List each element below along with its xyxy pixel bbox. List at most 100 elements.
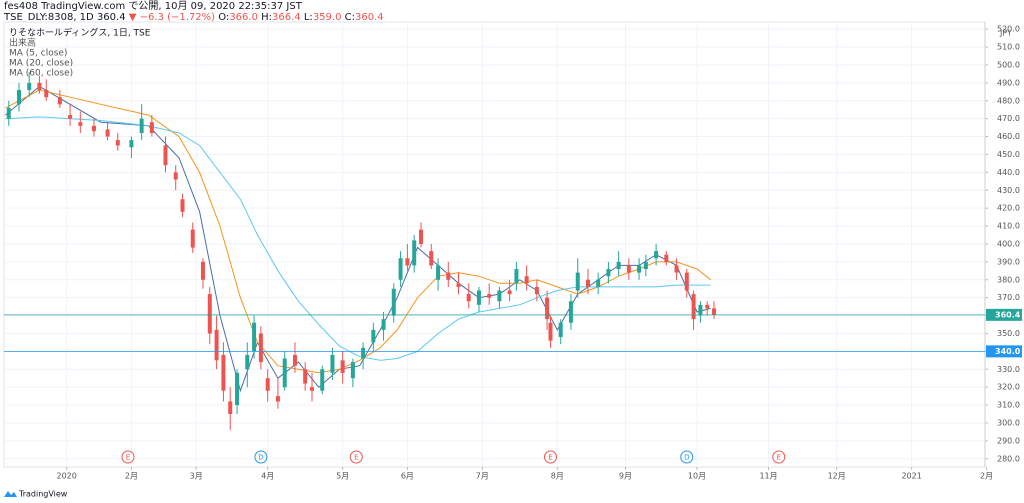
candle-body: [419, 229, 424, 244]
y-tick-label: 310.0: [997, 401, 1020, 410]
candle-body: [180, 199, 185, 212]
candle-body: [6, 107, 11, 119]
y-tick-label: 320.0: [997, 383, 1020, 392]
y-tick-label: 280.0: [997, 454, 1020, 463]
y-tick-label: 410.0: [997, 222, 1020, 231]
x-tick-label: 4月: [261, 472, 274, 481]
logo: [4, 491, 17, 497]
l-key: L:: [303, 12, 313, 23]
candle-body: [207, 294, 212, 334]
candle-body: [487, 294, 492, 298]
legend-entry: 出来高: [9, 37, 36, 49]
event-marker: [772, 450, 786, 464]
y-tick-label: 330.0: [997, 365, 1020, 374]
candle-body: [436, 265, 441, 280]
candle-body: [37, 82, 42, 91]
legend-entry: MA (60, close): [9, 69, 73, 79]
candle-body: [429, 251, 434, 266]
price-tag: [986, 345, 1022, 358]
candle-body: [606, 269, 611, 277]
y-tick-label: 480.0: [997, 96, 1020, 105]
x-tick-label: 9月: [619, 472, 632, 481]
x-tick-label: 10月: [688, 472, 706, 481]
x-tick-label: 11月: [759, 472, 777, 481]
candle-body: [534, 286, 539, 295]
event-marker: [121, 450, 135, 464]
candle-body: [691, 294, 696, 320]
candle-body: [275, 396, 280, 402]
candle-body: [350, 362, 355, 379]
candle-body: [57, 97, 62, 105]
header: fes408 TradingView.com で公開, 10月 09, 2020…: [4, 1, 384, 23]
c-key: C:: [344, 12, 355, 23]
candle-body: [292, 354, 297, 366]
y-tick-label: 350.0: [997, 329, 1020, 338]
legend-entry: MA (5, close): [9, 49, 67, 59]
ma-line: [5, 89, 711, 374]
candle-body: [258, 333, 263, 363]
o-key: O:: [218, 12, 230, 23]
event-marker: [680, 450, 694, 464]
candle-body: [27, 82, 32, 91]
y-tick-label: 490.0: [997, 78, 1020, 87]
x-tick-label: 2020: [57, 472, 77, 481]
candle-body: [340, 360, 345, 373]
y-tick-label: 420.0: [997, 204, 1020, 213]
candle-body: [476, 290, 481, 305]
y-tick-label: 400.0: [997, 239, 1020, 248]
candle-body: [568, 301, 573, 323]
candle-body: [654, 251, 659, 259]
event-label: D: [258, 454, 263, 462]
candle-body: [91, 125, 96, 132]
candle-body: [235, 372, 240, 406]
x-tick-label: 5月: [336, 472, 349, 481]
legend-entry: りそなホールディングス, 1日, TSE: [9, 27, 151, 39]
candle-body: [674, 265, 679, 273]
y-tick-label: 300.0: [997, 418, 1020, 427]
quote-line: TSE_DLY:8308, 1D 360.4 ▼ −6.3 (−1.72%) O…: [4, 12, 384, 23]
candle-body: [637, 265, 642, 273]
event-marker: [349, 450, 363, 464]
h-key: H:: [261, 12, 273, 23]
candle-body: [585, 279, 590, 287]
candle-body: [228, 401, 233, 415]
candle-body: [214, 329, 219, 361]
currency: JPY: [999, 29, 1012, 38]
candle-body: [545, 297, 550, 320]
candle-body: [44, 90, 49, 98]
ma-line: [5, 116, 711, 361]
candle-body: [309, 387, 314, 391]
candle-body: [643, 261, 648, 270]
candle-body: [320, 369, 325, 391]
candle-body: [190, 229, 195, 248]
brand: TradingView: [18, 490, 68, 499]
y-tick-label: 430.0: [997, 186, 1020, 195]
x-tick-label: 12月: [828, 472, 846, 481]
candle-body: [282, 358, 287, 388]
y-tick-label: 440.0: [997, 168, 1020, 177]
l-val: 359.0: [312, 12, 342, 23]
candle-body: [105, 129, 110, 137]
legend-entry: MA (20, close): [9, 59, 73, 69]
candle-body: [252, 322, 257, 352]
candle-body: [330, 354, 335, 373]
y-tick-label: 450.0: [997, 150, 1020, 159]
y-tick-label: 370.0: [997, 293, 1020, 302]
candle-body: [698, 304, 703, 316]
publish-line: fes408 TradingView.com で公開, 10月 09, 2020…: [4, 1, 302, 12]
candle-body: [446, 272, 451, 280]
candle-body: [575, 272, 580, 291]
candle-body: [221, 354, 226, 391]
candle-body: [398, 258, 403, 280]
candle-body: [596, 279, 601, 287]
candle-body: [497, 290, 502, 302]
x-tick-label: 7月: [476, 472, 489, 481]
price-tag-label: 360.4: [995, 310, 1021, 319]
x-tick-label: 3月: [190, 472, 203, 481]
event-label: D: [684, 454, 689, 462]
plot-frame: [3, 21, 986, 468]
candle-body: [391, 288, 396, 316]
candle-body: [78, 122, 83, 126]
